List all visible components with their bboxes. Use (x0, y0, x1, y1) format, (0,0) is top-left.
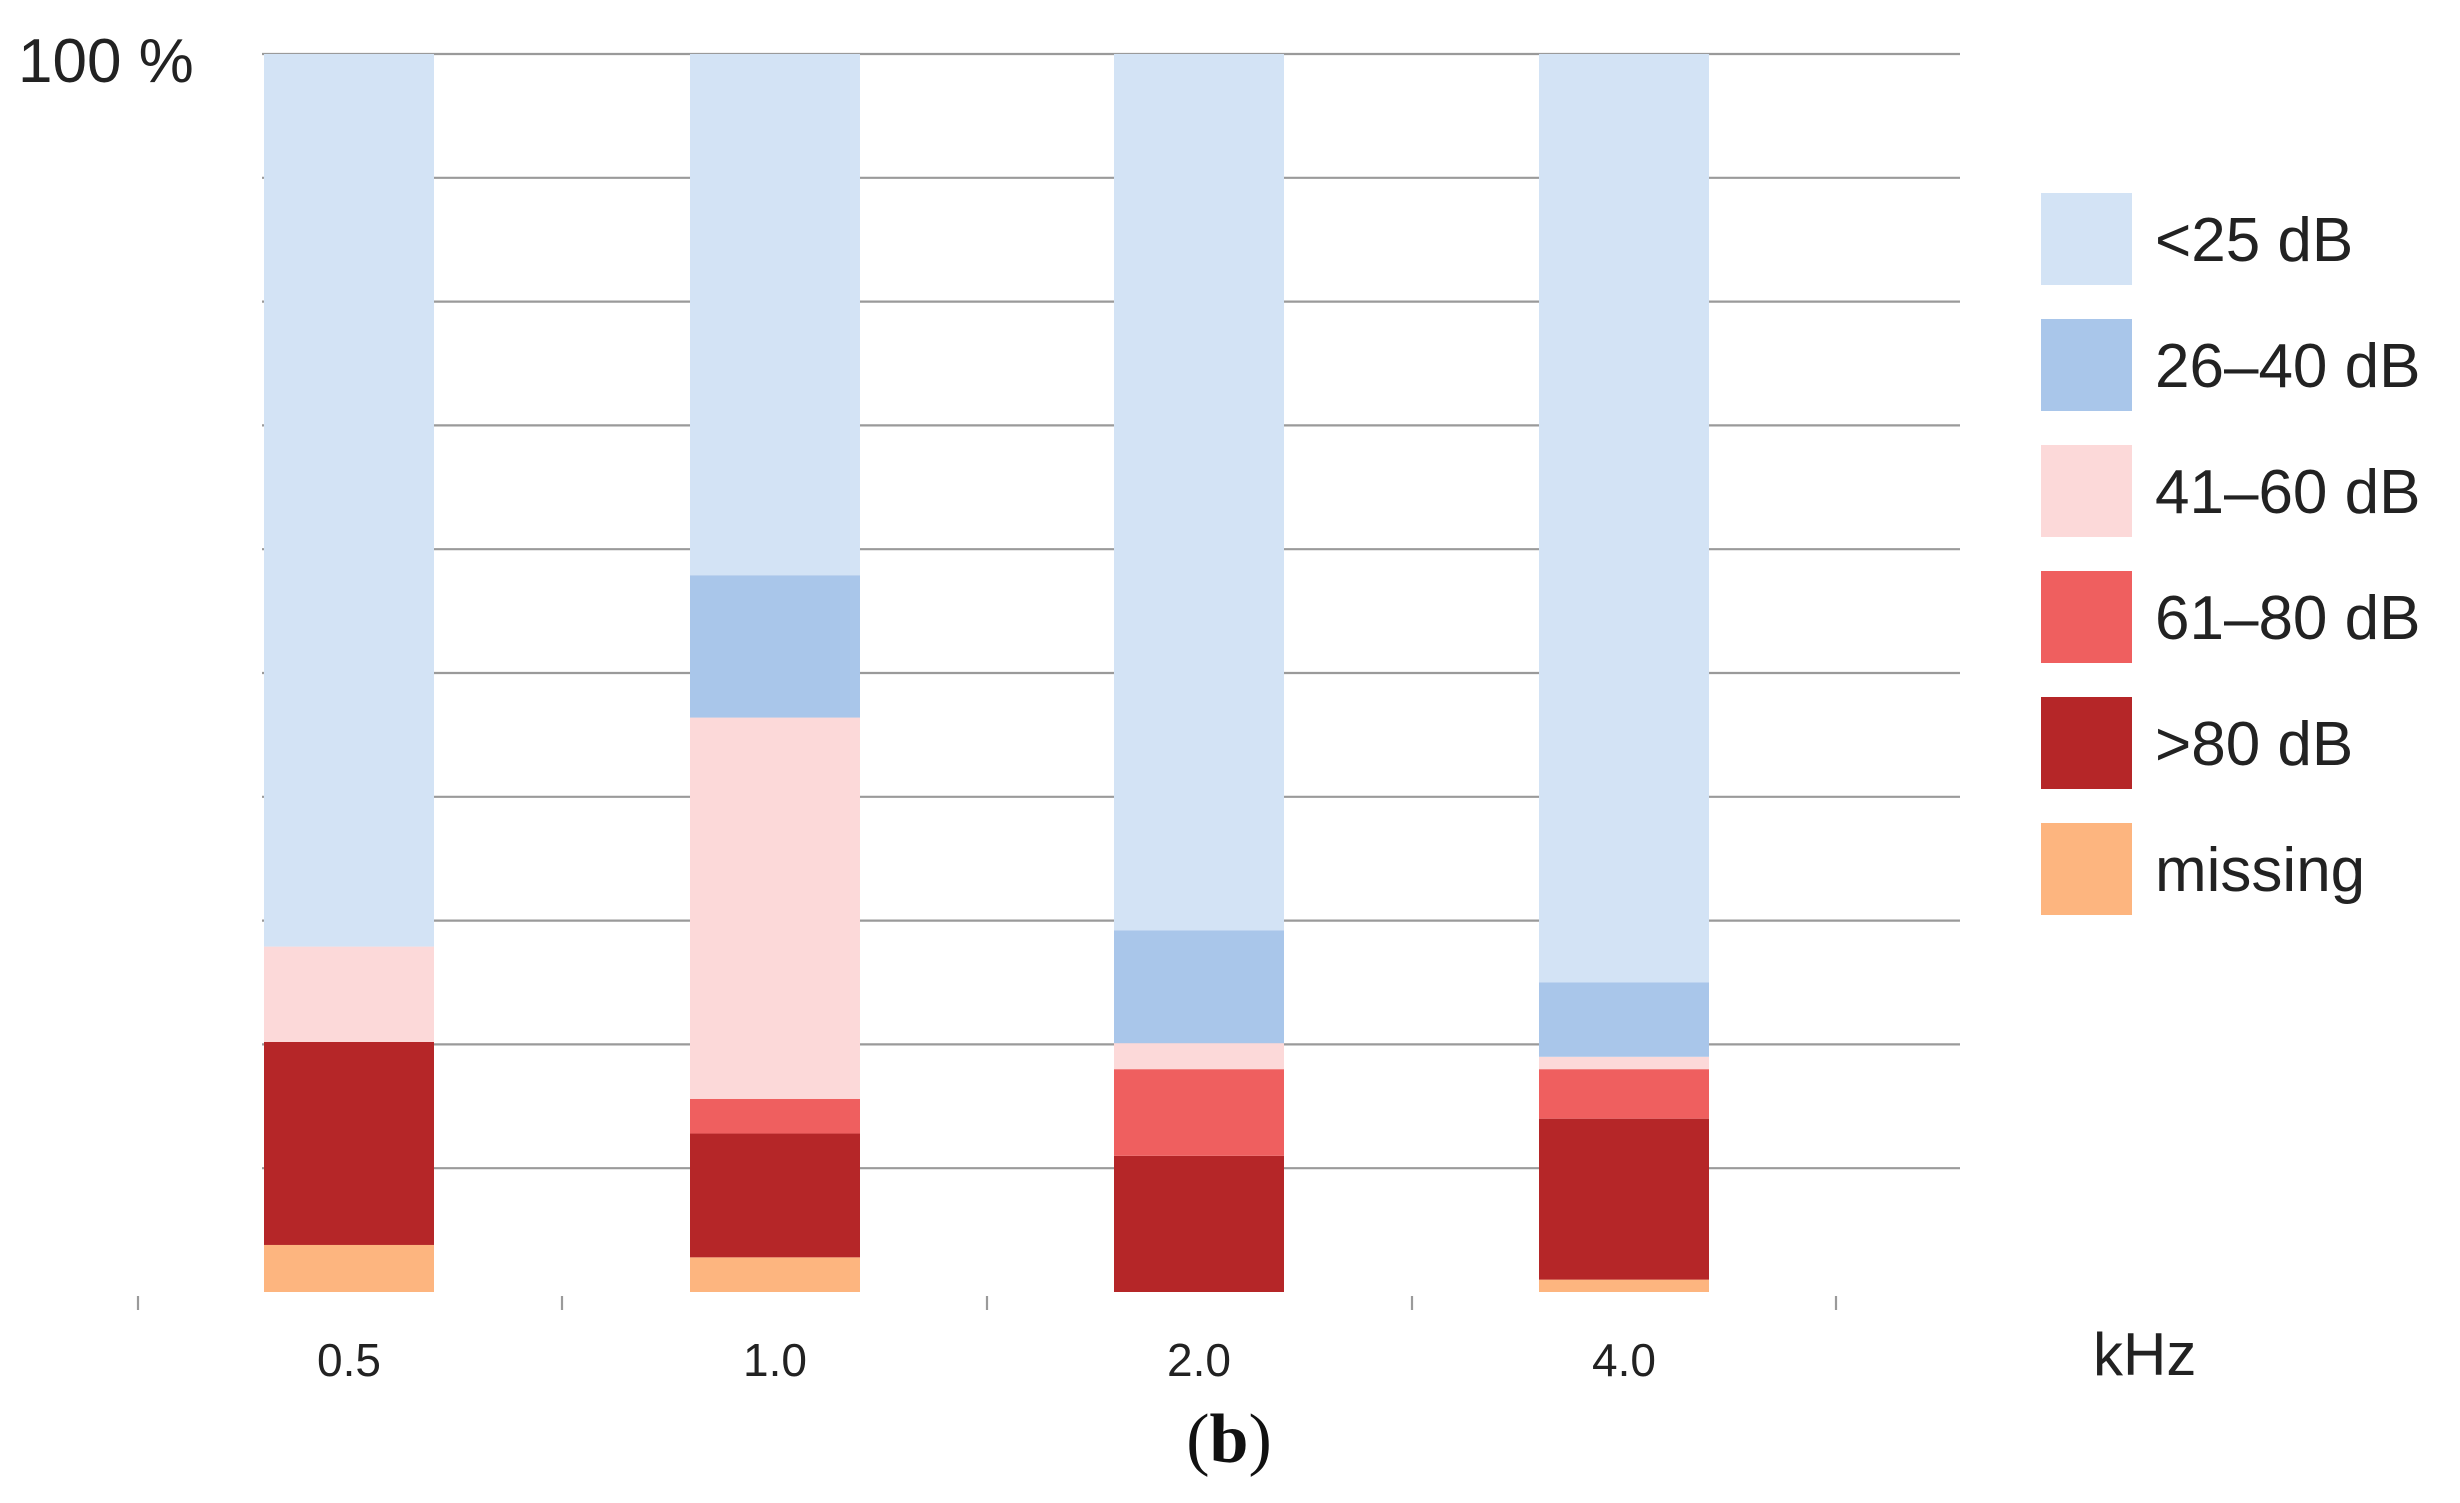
legend-swatch-26-40-db (2041, 319, 2132, 411)
bar-segment-26-40-db-4-0 (1539, 982, 1709, 1057)
bar-segment-lt25-db-4-0 (1539, 54, 1709, 983)
legend-label-41-60-db: 41–60 dB (2155, 458, 2420, 527)
legend-label-61-80-db: 61–80 dB (2155, 584, 2420, 653)
x-tick-label-0-5: 0.5 (317, 1334, 381, 1386)
bar-stack-1-0 (690, 54, 860, 1292)
bar-stack-4-0 (1539, 54, 1709, 1292)
legend-item-26-40-db: 26–40 dB (2041, 319, 2420, 411)
legend-item-missing: missing (2041, 823, 2365, 915)
bar-segment-26-40-db-2-0 (1114, 930, 1284, 1044)
x-axis: 0.5 1.0 2.0 4.0 (136, 1296, 1838, 1386)
bar-segment-41-60-db-1-0 (690, 717, 860, 1099)
bar-segment-gt80-db-1-0 (690, 1133, 860, 1258)
legend-label-lt25-db: <25 dB (2155, 206, 2353, 275)
legend-label-gt80-db: >80 dB (2155, 710, 2353, 779)
legend: <25 dB 26–40 dB 41–60 dB 61–80 dB >80 dB miss… (2041, 193, 2420, 915)
legend-swatch-lt25-db (2041, 193, 2132, 285)
bar-segment-gt80-db-2-0 (1114, 1155, 1284, 1292)
panel-label: (b) (1186, 1401, 1272, 1478)
legend-swatch-missing (2041, 823, 2132, 915)
bar-segment-lt25-db-0-5 (264, 54, 434, 947)
panel-label-letter: b (1210, 1401, 1249, 1478)
legend-item-41-60-db: 41–60 dB (2041, 445, 2420, 537)
legend-swatch-41-60-db (2041, 445, 2132, 537)
x-axis-unit-label: kHz (2093, 1321, 2196, 1388)
bar-segment-missing-0-5 (264, 1244, 434, 1292)
bar-segment-gt80-db-0-5 (264, 1041, 434, 1245)
bar-segment-41-60-db-2-0 (1114, 1043, 1284, 1070)
y-axis-top-label: 100 % (18, 27, 194, 96)
bar-segment-26-40-db-1-0 (690, 575, 860, 718)
legend-swatch-gt80-db (2041, 697, 2132, 789)
bar-stack-2-0 (1114, 54, 1284, 1292)
legend-label-26-40-db: 26–40 dB (2155, 332, 2420, 401)
bar-segment-61-80-db-1-0 (690, 1098, 860, 1134)
legend-item-lt25-db: <25 dB (2041, 193, 2353, 285)
legend-swatch-61-80-db (2041, 571, 2132, 663)
x-tick-label-4-0: 4.0 (1592, 1334, 1656, 1386)
bar-segment-61-80-db-2-0 (1114, 1069, 1284, 1156)
bar-segment-missing-1-0 (690, 1257, 860, 1292)
bar-segment-lt25-db-1-0 (690, 54, 860, 576)
bars (264, 54, 1709, 1292)
x-tick-label-2-0: 2.0 (1167, 1334, 1231, 1386)
bar-segment-41-60-db-0-5 (264, 946, 434, 1042)
bar-segment-41-60-db-4-0 (1539, 1056, 1709, 1070)
legend-item-61-80-db: 61–80 dB (2041, 571, 2420, 663)
legend-label-missing: missing (2155, 836, 2365, 905)
legend-item-gt80-db: >80 dB (2041, 697, 2353, 789)
x-tick-label-1-0: 1.0 (743, 1334, 807, 1386)
bar-segment-lt25-db-2-0 (1114, 54, 1284, 931)
bar-segment-gt80-db-4-0 (1539, 1118, 1709, 1280)
bar-segment-missing-4-0 (1539, 1279, 1709, 1292)
bar-segment-61-80-db-4-0 (1539, 1069, 1709, 1119)
bar-stack-0-5 (264, 54, 434, 1292)
